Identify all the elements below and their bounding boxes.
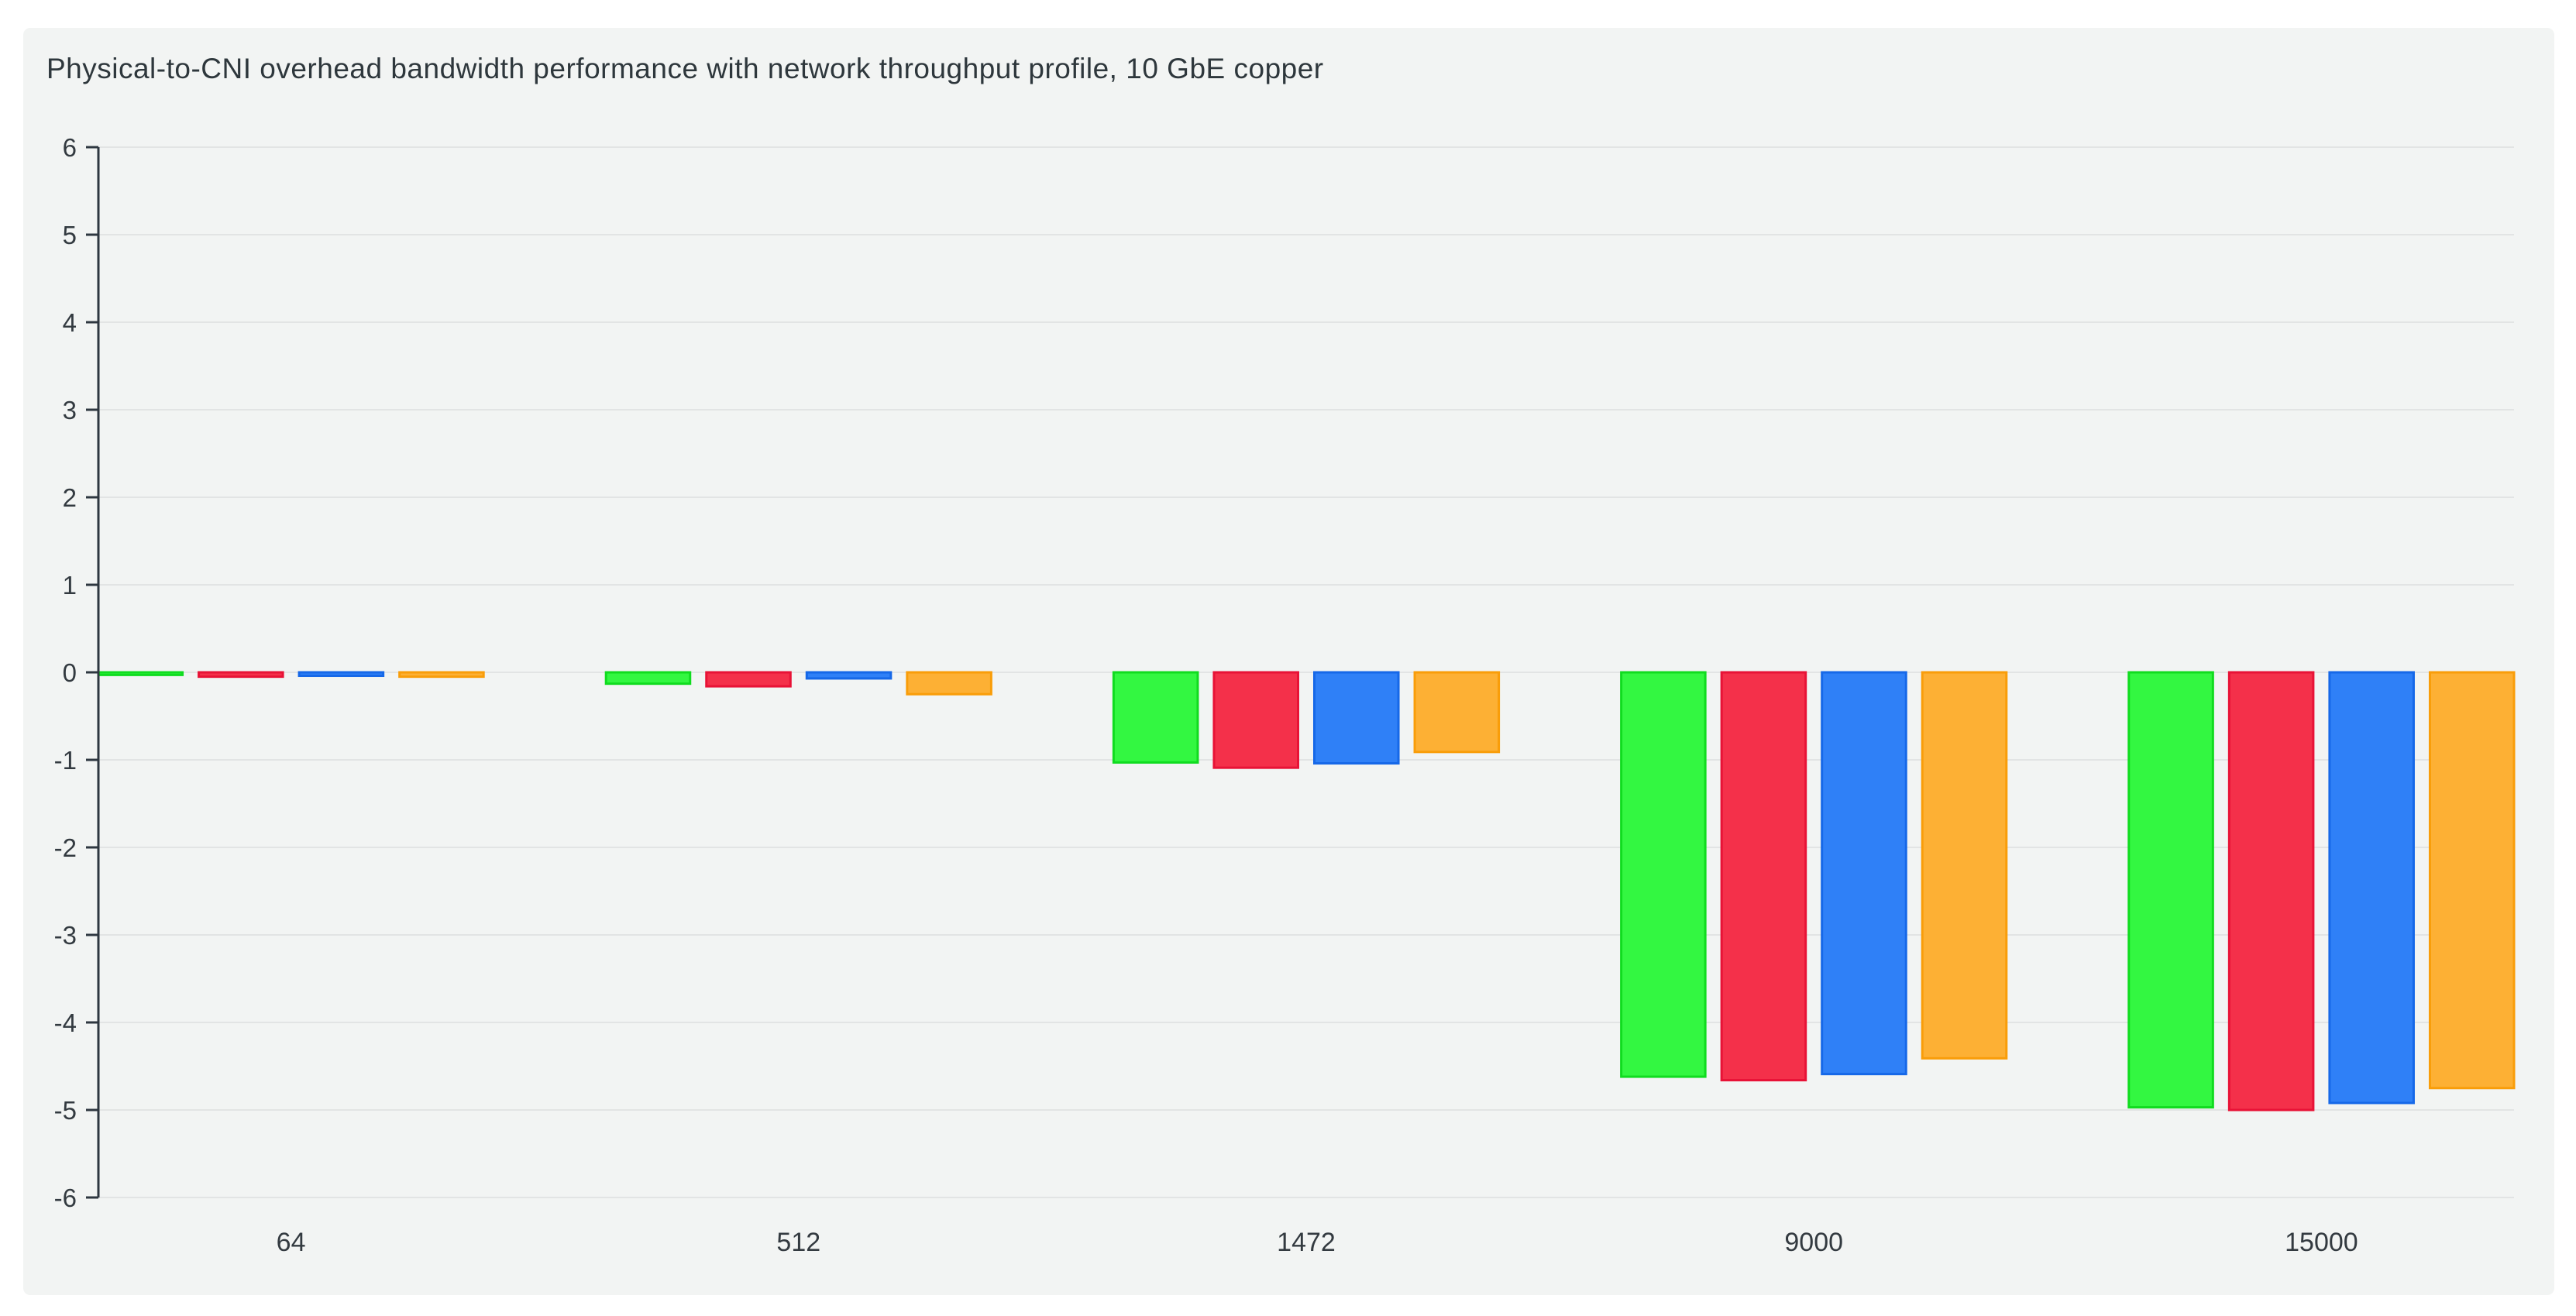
y-axis-tick-label: -3 — [54, 921, 77, 950]
bar-15000-green[interactable] — [2127, 671, 2214, 1109]
y-axis-tick-label: -5 — [54, 1096, 77, 1125]
bar-64-orange[interactable] — [398, 671, 485, 679]
bar-1472-red[interactable] — [1212, 671, 1299, 769]
y-axis-tick-label: -2 — [54, 833, 77, 862]
bar-15000-red[interactable] — [2227, 671, 2315, 1112]
bar-512-blue[interactable] — [805, 671, 892, 680]
y-axis-tick-label: 0 — [63, 658, 77, 687]
y-axis-tick-label: 2 — [63, 483, 77, 512]
y-axis-tick-label: 1 — [63, 571, 77, 600]
bar-64-green[interactable] — [97, 671, 184, 676]
bar-15000-orange[interactable] — [2428, 671, 2516, 1090]
x-axis-label: 64 — [277, 1228, 306, 1257]
y-axis-tick-label: 4 — [63, 308, 77, 337]
chart-title: Physical-to-CNI overhead bandwidth perfo… — [46, 53, 1324, 84]
bar-9000-red[interactable] — [1720, 671, 1807, 1082]
x-axis-label: 512 — [776, 1228, 820, 1257]
bar-512-green[interactable] — [604, 671, 692, 685]
y-axis-tick-label: 5 — [63, 221, 77, 249]
bar-9000-blue[interactable] — [1821, 671, 1907, 1076]
bar-64-blue[interactable] — [297, 671, 385, 678]
bar-1472-blue[interactable] — [1313, 671, 1400, 765]
bar-9000-green[interactable] — [1620, 671, 1707, 1078]
bar-64-red[interactable] — [198, 671, 284, 679]
bar-512-orange[interactable] — [906, 671, 992, 696]
bar-512-red[interactable] — [705, 671, 792, 688]
y-axis-tick-label: 3 — [63, 396, 77, 424]
bar-9000-orange[interactable] — [1921, 671, 2008, 1060]
bar-1472-green[interactable] — [1112, 671, 1199, 764]
y-axis-tick-label: -6 — [54, 1184, 77, 1212]
x-axis-label: 9000 — [1784, 1228, 1843, 1257]
x-axis-label: 1472 — [1277, 1228, 1336, 1257]
y-axis-tick-label: -1 — [54, 746, 77, 775]
bar-1472-orange[interactable] — [1413, 671, 1501, 754]
y-axis-tick-label: 6 — [63, 133, 77, 162]
y-axis-tick-label: -4 — [54, 1008, 77, 1037]
bar-15000-blue[interactable] — [2328, 671, 2415, 1105]
x-axis-label: 15000 — [2285, 1228, 2358, 1257]
